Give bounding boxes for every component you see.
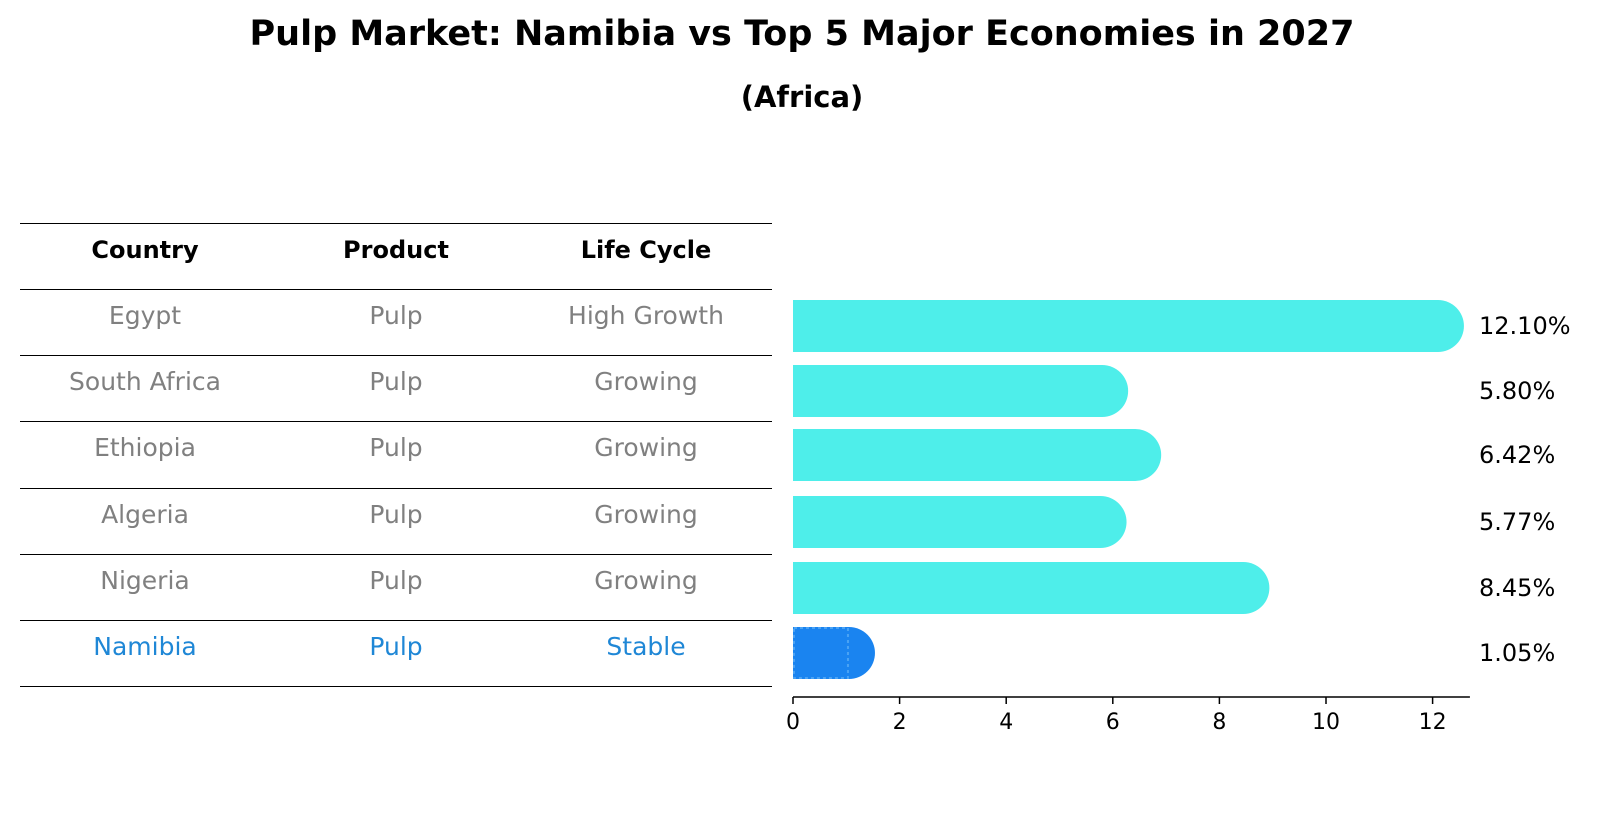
row-rule — [20, 355, 772, 356]
header-rule — [20, 289, 772, 290]
data-label: 12.10% — [1479, 312, 1571, 340]
header-life-cycle: Life Cycle — [580, 236, 712, 264]
row-rule — [20, 554, 772, 555]
data-label: 8.45% — [1479, 574, 1555, 602]
bar — [793, 562, 1244, 614]
data-label: 5.80% — [1479, 377, 1555, 405]
bar — [793, 496, 1101, 548]
x-tick-label: 6 — [1106, 710, 1120, 735]
data-label: 6.42% — [1479, 441, 1555, 469]
x-tick-label: 12 — [1419, 710, 1447, 735]
bar-cap — [1074, 496, 1127, 548]
x-tick-label: 8 — [1212, 710, 1226, 735]
table-top-rule — [20, 223, 772, 224]
row-product: Pulp — [369, 367, 423, 396]
x-tick-label: 0 — [786, 710, 800, 735]
header-product: Product — [343, 236, 449, 264]
chart-subtitle: (Africa) — [740, 80, 864, 114]
header-country: Country — [91, 236, 199, 264]
data-label: 1.05% — [1479, 639, 1555, 667]
row-product: Pulp — [369, 301, 423, 330]
row-life-cycle: Growing — [594, 367, 698, 396]
row-life-cycle: Growing — [594, 433, 698, 462]
row-country: Algeria — [101, 500, 189, 529]
row-country: Ethiopia — [94, 433, 196, 462]
table-bottom-rule — [20, 686, 772, 687]
x-tick-label: 2 — [893, 710, 907, 735]
row-life-cycle: Growing — [594, 566, 698, 595]
bar-cap — [1076, 365, 1129, 417]
row-rule — [20, 488, 772, 489]
row-product: Pulp — [369, 433, 423, 462]
bar — [793, 300, 1438, 352]
row-product: Pulp — [369, 566, 423, 595]
x-tick-label: 10 — [1312, 710, 1340, 735]
bar-cap — [1411, 300, 1464, 352]
row-country: Nigeria — [100, 566, 190, 595]
bar-cap — [1109, 429, 1162, 481]
row-life-cycle: High Growth — [568, 301, 724, 330]
row-product: Pulp — [369, 632, 423, 661]
chart-title: Pulp Market: Namibia vs Top 5 Major Econ… — [249, 14, 1355, 54]
row-country: Namibia — [93, 632, 197, 661]
row-rule — [20, 620, 772, 621]
row-life-cycle: Growing — [594, 500, 698, 529]
row-country: South Africa — [69, 367, 221, 396]
bar — [793, 365, 1103, 417]
row-rule — [20, 421, 772, 422]
row-life-cycle: Stable — [606, 632, 686, 661]
row-country: Egypt — [108, 301, 182, 330]
bar-cap — [1217, 562, 1270, 614]
x-tick-label: 4 — [999, 710, 1013, 735]
bar-highlight-outline — [793, 627, 849, 679]
bar — [793, 429, 1136, 481]
data-label: 5.77% — [1479, 508, 1555, 536]
row-product: Pulp — [369, 500, 423, 529]
